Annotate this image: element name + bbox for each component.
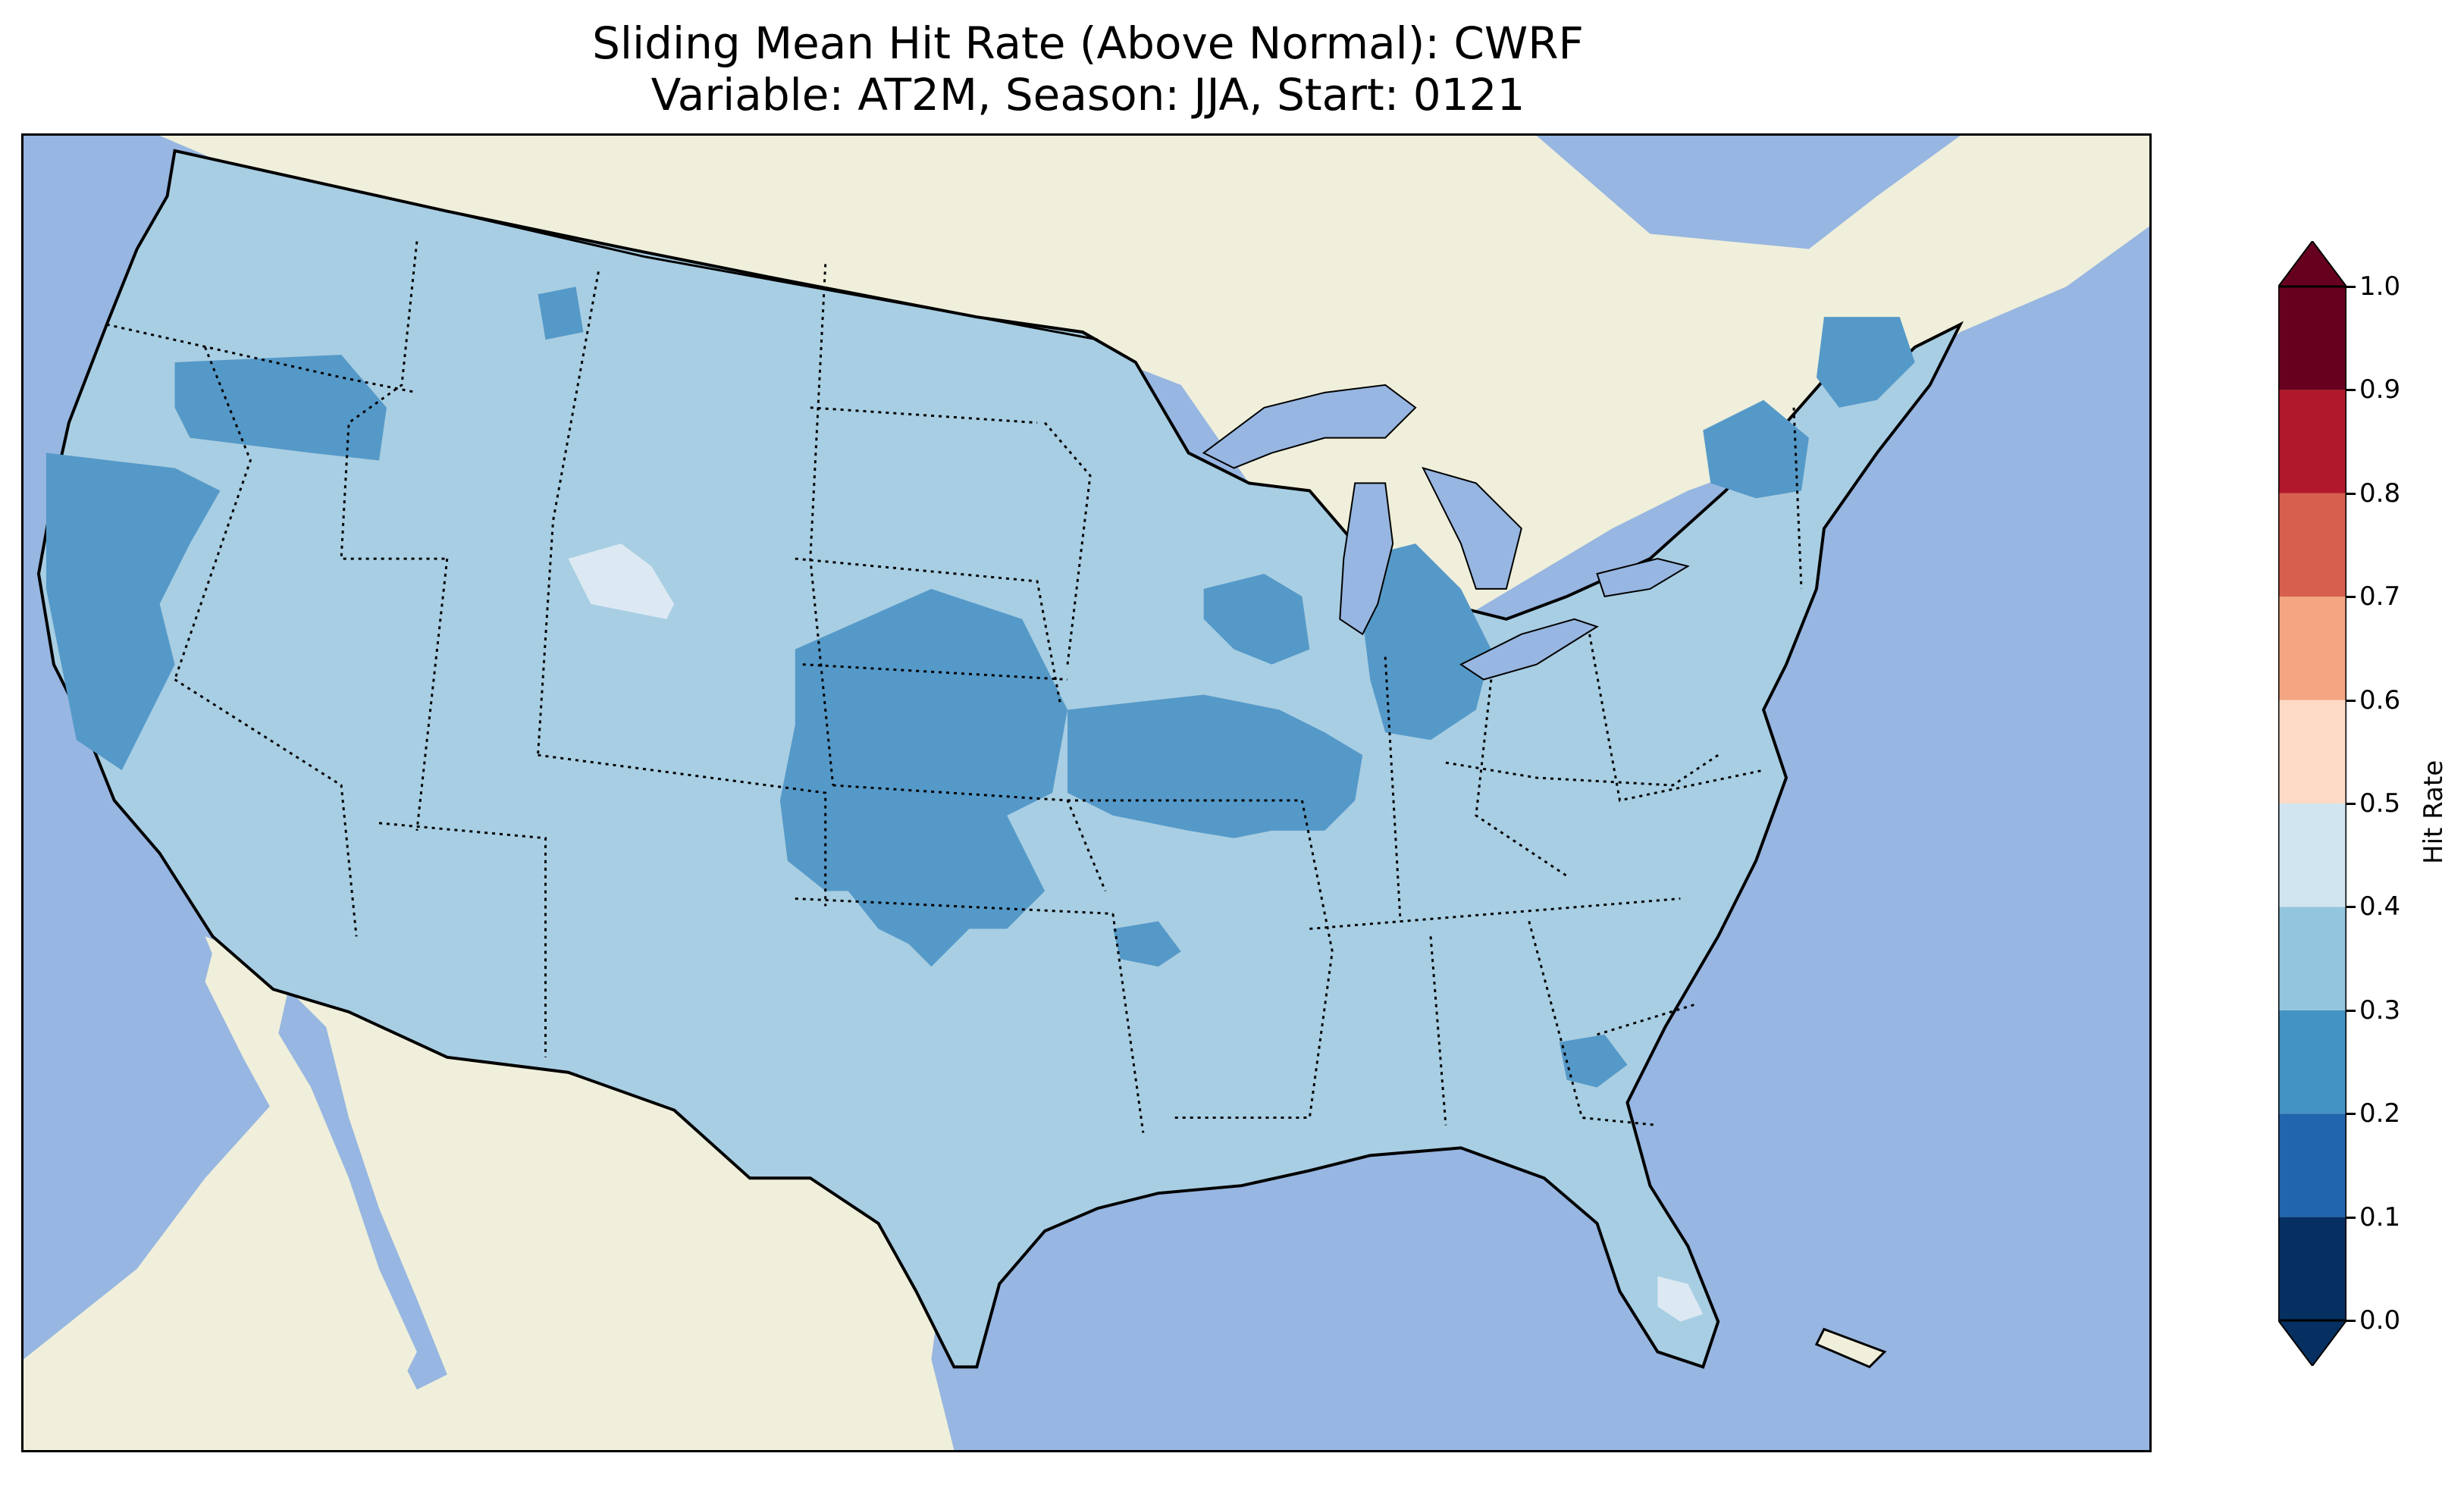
colorbar-bin (2278, 390, 2346, 493)
figure-title: Sliding Mean Hit Rate (Above Normal): CW… (592, 17, 1584, 69)
colorbar-tick-mark (2346, 1113, 2356, 1116)
lake-superior (1202, 384, 1417, 469)
hitrate-0.2-0.3-patches (45, 287, 1915, 1088)
canada-border (174, 149, 1099, 341)
colorbar-tick-mark (2346, 1320, 2356, 1322)
patch-central-wyoming (568, 543, 675, 619)
lake-michigan (1339, 482, 1394, 636)
colorbar-tick-label: 0.0 (2359, 1305, 2401, 1336)
patch-wyoming-north (538, 287, 584, 340)
colorbar-tick-label: 0.5 (2359, 788, 2401, 819)
colorbar-tick-label: 1.0 (2359, 271, 2401, 302)
patch-new-york (1703, 399, 1809, 499)
colorbar-bin (2278, 287, 2346, 390)
colorbar-tick-label: 0.7 (2359, 581, 2401, 612)
gulf-of-california (273, 989, 447, 1390)
mexico-land (24, 936, 955, 1450)
patch-lower-michigan (1355, 543, 1491, 741)
colorbar-tick-label: 0.1 (2359, 1201, 2401, 1232)
colorbar-tick-label: 0.4 (2359, 891, 2401, 922)
colorbar-bin (2278, 1217, 2346, 1320)
patch-south-florida (1657, 1276, 1704, 1322)
colorbar-bin (2278, 493, 2346, 597)
lake-ontario (1596, 558, 1690, 598)
colorbar-extend-max (2278, 241, 2346, 287)
colorbar-tick-label: 0.6 (2359, 684, 2401, 716)
patch-new-england (1816, 317, 1915, 408)
lake-erie (1459, 618, 1599, 681)
colorbar-tick-mark (2346, 389, 2356, 392)
lake-huron (1422, 466, 1522, 590)
colorbar-tick-mark (2346, 803, 2356, 805)
patch-arkansas (1112, 921, 1181, 967)
colorbar-tick-mark (2346, 906, 2356, 909)
colorbar-bin (2278, 803, 2346, 907)
patch-wisconsin (1203, 574, 1310, 665)
patch-nw-california (45, 453, 221, 771)
patch-midwest (1067, 694, 1363, 838)
figure-subtitle: Variable: AT2M, Season: JJA, Start: 0121 (650, 69, 1525, 121)
colorbar-tick-mark (2346, 699, 2356, 702)
colorbar-bin (2278, 1010, 2346, 1114)
colorbar-bin (2278, 700, 2346, 803)
colorbar (2278, 241, 2346, 1366)
colorbar-tick-label: 0.8 (2359, 478, 2401, 509)
colorbar-tick-mark (2346, 1009, 2356, 1012)
colorbar-tick-mark (2346, 286, 2356, 288)
patch-georgia (1559, 1034, 1628, 1088)
us-map (24, 136, 2149, 1450)
colorbar-tick-mark (2346, 492, 2356, 495)
colorbar-label: Hit Rate (2419, 760, 2449, 864)
colorbar-tick-label: 0.9 (2359, 374, 2401, 406)
hitrate-0.4-0.5-patches (568, 543, 1704, 1322)
colorbar-tick-label: 0.2 (2359, 1098, 2401, 1129)
baja-peninsula (205, 951, 417, 1383)
colorbar-bin (2278, 907, 2346, 1010)
colorbar-bin (2278, 597, 2346, 700)
colorbar-outline (2278, 285, 2346, 1322)
colorbar-tick-mark (2346, 596, 2356, 599)
great-lakes (1202, 384, 1690, 681)
patch-central-plains (779, 588, 1068, 967)
patch-idaho-oregon (174, 355, 387, 461)
colorbar-tick-label: 0.3 (2359, 994, 2401, 1026)
colorbar-tick-mark (2346, 1216, 2356, 1219)
colorbar-extend-min (2278, 1320, 2346, 1366)
colorbar-bin (2278, 1113, 2346, 1217)
caribbean-islands (1814, 1327, 1887, 1369)
map-panel (21, 133, 2152, 1452)
state-borders (106, 241, 1803, 1133)
